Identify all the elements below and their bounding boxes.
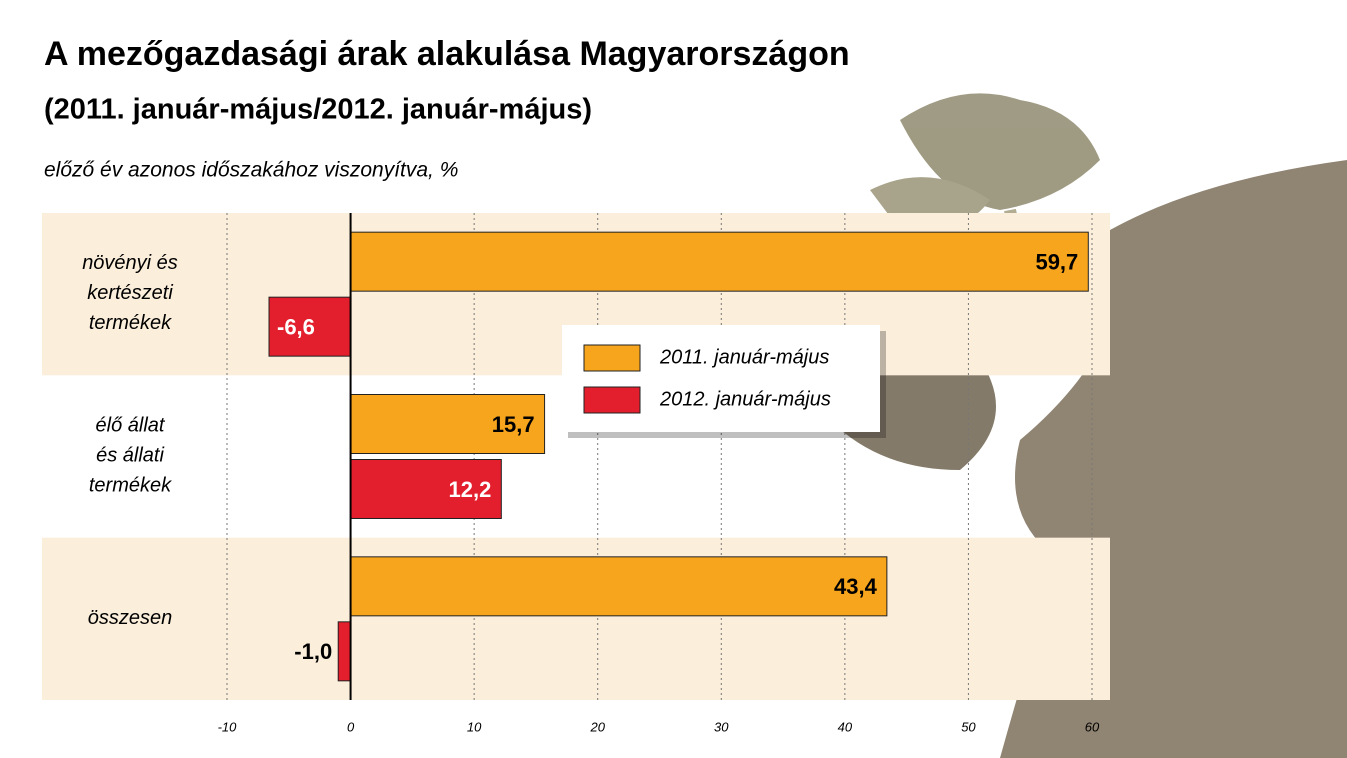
chart-title: A mezőgazdasági árak alakulása Magyarors…	[44, 35, 850, 73]
legend-label: 2012. január-május	[659, 388, 831, 410]
legend-swatch	[583, 386, 641, 414]
x-tick-label: 20	[589, 719, 605, 734]
chart-subtitle: (2011. január-május/2012. január-május)	[44, 94, 592, 126]
value-label: 59,7	[1035, 249, 1078, 274]
x-tick-label: 0	[347, 719, 355, 734]
bar	[350, 556, 888, 617]
value-label: -6,6	[277, 314, 315, 339]
category-label: növényi és kertészeti termékek	[82, 252, 178, 334]
category-label: összesen	[88, 607, 173, 629]
value-label: -1,0	[294, 639, 332, 664]
legend-swatch	[583, 344, 641, 372]
x-tick-label: -10	[218, 719, 238, 734]
bar	[337, 621, 352, 682]
x-tick-label: 60	[1085, 719, 1100, 734]
legend-label: 2011. január-május	[659, 346, 829, 368]
plot-area: -10 0 10 20 30 40 50 60 növényi és kertészeti term…	[42, 213, 1110, 734]
category-label: élő állat és állati termékek	[89, 415, 172, 497]
value-label: 43,4	[834, 574, 878, 599]
legend-box	[562, 325, 880, 432]
bar	[350, 231, 1089, 292]
axis-note: előző év azonos időszakához viszonyítva,…	[44, 159, 458, 182]
x-tick-label: 40	[838, 719, 853, 734]
value-label: 15,7	[492, 412, 535, 437]
legend: 2011. január-május 2012. január-május	[562, 325, 886, 438]
value-label: 12,2	[449, 477, 492, 502]
bar	[350, 394, 546, 454]
x-tick-label: 30	[714, 719, 729, 734]
bar	[268, 296, 352, 357]
x-tick-label: 50	[961, 719, 976, 734]
x-tick-label: 10	[467, 719, 482, 734]
